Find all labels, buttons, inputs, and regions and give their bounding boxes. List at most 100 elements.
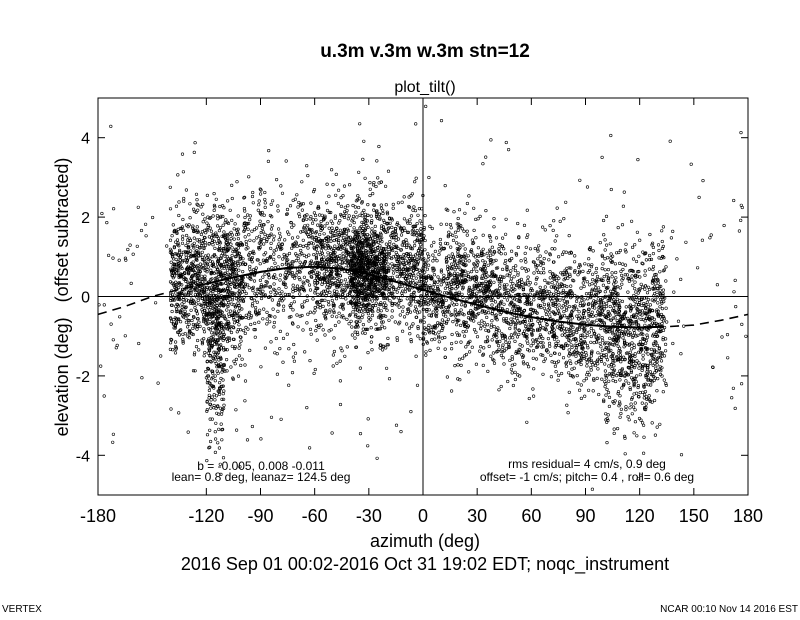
scatter-point [431,285,435,289]
scatter-point [415,222,419,226]
scatter-point [306,246,310,250]
scatter-point [472,228,476,232]
scatter-point [248,218,252,222]
scatter-point [276,309,280,314]
scatter-point [211,214,215,218]
scatter-point [504,217,508,221]
scatter-point [562,299,566,303]
scatter-point [334,193,338,197]
scatter-point [262,307,266,311]
scatter-point [379,203,383,207]
scatter-point [190,318,194,323]
scatter-point [459,340,463,344]
scatter-point [184,188,188,192]
scatter-point [225,268,230,272]
scatter-point [209,406,213,410]
scatter-point [177,333,182,337]
scatter-point [257,234,262,238]
scatter-point [308,310,313,314]
scatter-point [270,266,274,270]
scatter-point [315,338,319,342]
scatter-point [531,341,535,346]
scatter-point [440,318,445,322]
scatter-point [255,236,259,240]
scatter-point [559,371,564,376]
scatter-point [523,251,527,255]
scatter-point [508,358,512,363]
scatter-point [511,282,515,286]
scatter-point [486,323,490,327]
scatter-point [302,275,307,279]
scatter-point [181,237,185,241]
scatter-point [318,232,322,237]
scatter-point [419,227,423,231]
scatter-point [274,336,278,341]
scatter-point [379,309,383,313]
scatter-point [318,303,322,307]
scatter-point [423,270,427,274]
scatter-point [384,184,388,188]
scatter-point [309,274,313,279]
scatter-point [383,326,387,330]
scatter-point [523,257,527,261]
scatter-point [396,201,401,205]
scatter-point [517,332,521,337]
scatter-point [287,251,292,256]
scatter-point [170,234,174,238]
scatter-point [502,302,506,306]
scatter-point [515,317,519,321]
scatter-point [323,289,327,293]
scatter-point [450,301,454,305]
scatter-point [212,208,216,212]
scatter-point [405,322,409,326]
scatter-point [241,270,245,274]
scatter-point [232,227,236,231]
scatter-point [402,217,407,221]
scatter-point [427,263,431,267]
scatter-point [304,255,309,259]
scatter-point [481,233,485,237]
scatter-point [177,200,181,204]
scatter-point [182,199,186,203]
scatter-point [397,305,401,309]
scatter-point [403,290,408,294]
scatter-point [206,253,210,257]
scatter-point [243,363,247,367]
scatter-point [553,247,557,251]
scatter-point [391,267,395,272]
scatter-point [508,336,512,340]
scatter-point [305,164,309,168]
scatter-point [319,323,323,327]
scatter-point [229,230,233,234]
scatter-point [278,347,282,351]
scatter-point [214,361,218,366]
scatter-point [269,290,273,294]
scatter-point [429,244,434,248]
scatter-point [533,246,537,251]
scatter-point [198,262,202,266]
scatter-point [512,316,516,320]
scatter-point [436,346,440,350]
scatter-point [390,309,394,313]
scatter-point [523,321,527,325]
scatter-point [205,433,210,437]
scatter-point [370,313,375,318]
scatter-point [433,337,437,341]
scatter-point [219,422,223,426]
scatter-point [243,379,248,383]
scatter-point [194,302,199,306]
scatter-point [236,374,241,378]
scatter-point [331,353,336,357]
scatter-point [445,222,449,226]
scatter-point [260,226,264,231]
scatter-point [466,271,470,275]
scatter-point [555,361,559,365]
scatter-point [295,244,299,248]
scatter-point [506,379,510,384]
scatter-point [374,322,378,326]
scatter-point [460,276,464,280]
scatter-point [253,228,257,232]
scatter-point [542,271,546,275]
scatter-point [388,286,392,290]
scatter-point [237,354,241,358]
